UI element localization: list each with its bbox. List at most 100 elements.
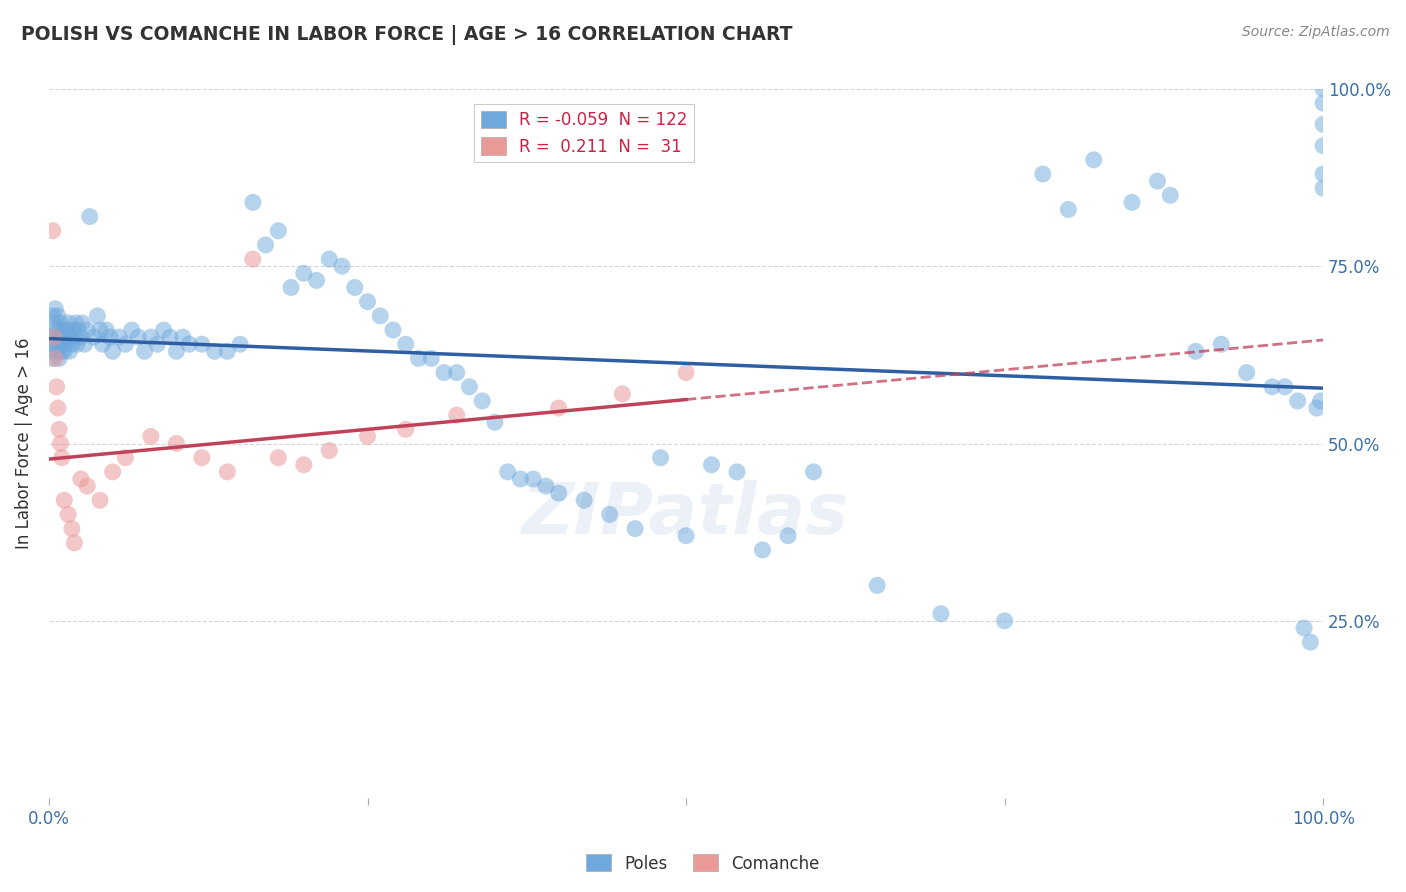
Point [89,323,111,337]
Point [191,337,214,351]
Point [56,323,79,337]
Point [356,294,378,309]
Point [1057,202,1080,217]
Point [305,273,328,287]
Point [356,429,378,443]
Point [751,542,773,557]
Point [52,323,75,337]
Point [42,309,65,323]
Point [1121,195,1143,210]
Point [1184,344,1206,359]
Point [229,337,252,351]
Point [121,323,143,337]
Point [69,472,91,486]
Point [44,351,66,366]
Point [127,330,149,344]
Point [395,337,418,351]
Point [1286,394,1309,409]
Point [1312,167,1334,181]
Point [292,458,315,472]
Point [108,330,131,344]
Point [101,344,124,359]
Point [96,323,118,337]
Point [776,529,799,543]
Point [471,394,494,409]
Point [45,380,67,394]
Point [56,508,79,522]
Point [292,266,315,280]
Point [44,301,66,316]
Point [91,337,114,351]
Point [624,522,647,536]
Point [46,337,69,351]
Point [803,465,825,479]
Point [509,472,531,486]
Point [60,337,83,351]
Y-axis label: In Labor Force | Age > 16: In Labor Force | Age > 16 [15,338,32,549]
Point [49,330,72,344]
Point [1083,153,1105,167]
Point [76,479,98,493]
Point [83,330,105,344]
Point [152,323,174,337]
Point [929,607,952,621]
Point [572,493,595,508]
Point [53,344,76,359]
Point [66,337,89,351]
Point [86,309,108,323]
Text: POLISH VS COMANCHE IN LABOR FORCE | AGE > 16 CORRELATION CHART: POLISH VS COMANCHE IN LABOR FORCE | AGE … [21,25,793,45]
Point [146,337,169,351]
Point [42,330,65,344]
Point [1312,117,1334,131]
Point [254,238,277,252]
Point [53,330,76,344]
Point [41,330,63,344]
Point [547,401,569,415]
Point [49,436,72,450]
Point [433,366,456,380]
Point [62,323,84,337]
Point [1309,394,1331,409]
Point [1312,82,1334,96]
Point [217,465,239,479]
Point [139,429,162,443]
Point [1306,401,1329,415]
Point [56,316,79,330]
Point [139,330,162,344]
Point [318,252,340,266]
Point [98,330,121,344]
Point [1236,366,1258,380]
Legend: Poles, Comanche: Poles, Comanche [579,847,827,880]
Point [1159,188,1181,202]
Point [67,323,90,337]
Point [599,508,621,522]
Point [165,436,187,450]
Point [165,344,187,359]
Point [318,443,340,458]
Point [446,366,468,380]
Point [159,330,181,344]
Point [44,337,66,351]
Point [42,316,65,330]
Point [42,224,65,238]
Text: Source: ZipAtlas.com: Source: ZipAtlas.com [1241,25,1389,39]
Point [42,344,65,359]
Point [65,316,87,330]
Point [1292,621,1315,635]
Point [242,195,264,210]
Point [1274,380,1296,394]
Point [58,344,80,359]
Point [48,422,70,436]
Point [63,536,86,550]
Point [330,259,353,273]
Point [52,337,75,351]
Point [179,337,201,351]
Point [63,330,86,344]
Point [534,479,557,493]
Point [101,465,124,479]
Point [59,330,82,344]
Point [89,493,111,508]
Point [55,337,77,351]
Point [700,458,723,472]
Point [866,578,889,592]
